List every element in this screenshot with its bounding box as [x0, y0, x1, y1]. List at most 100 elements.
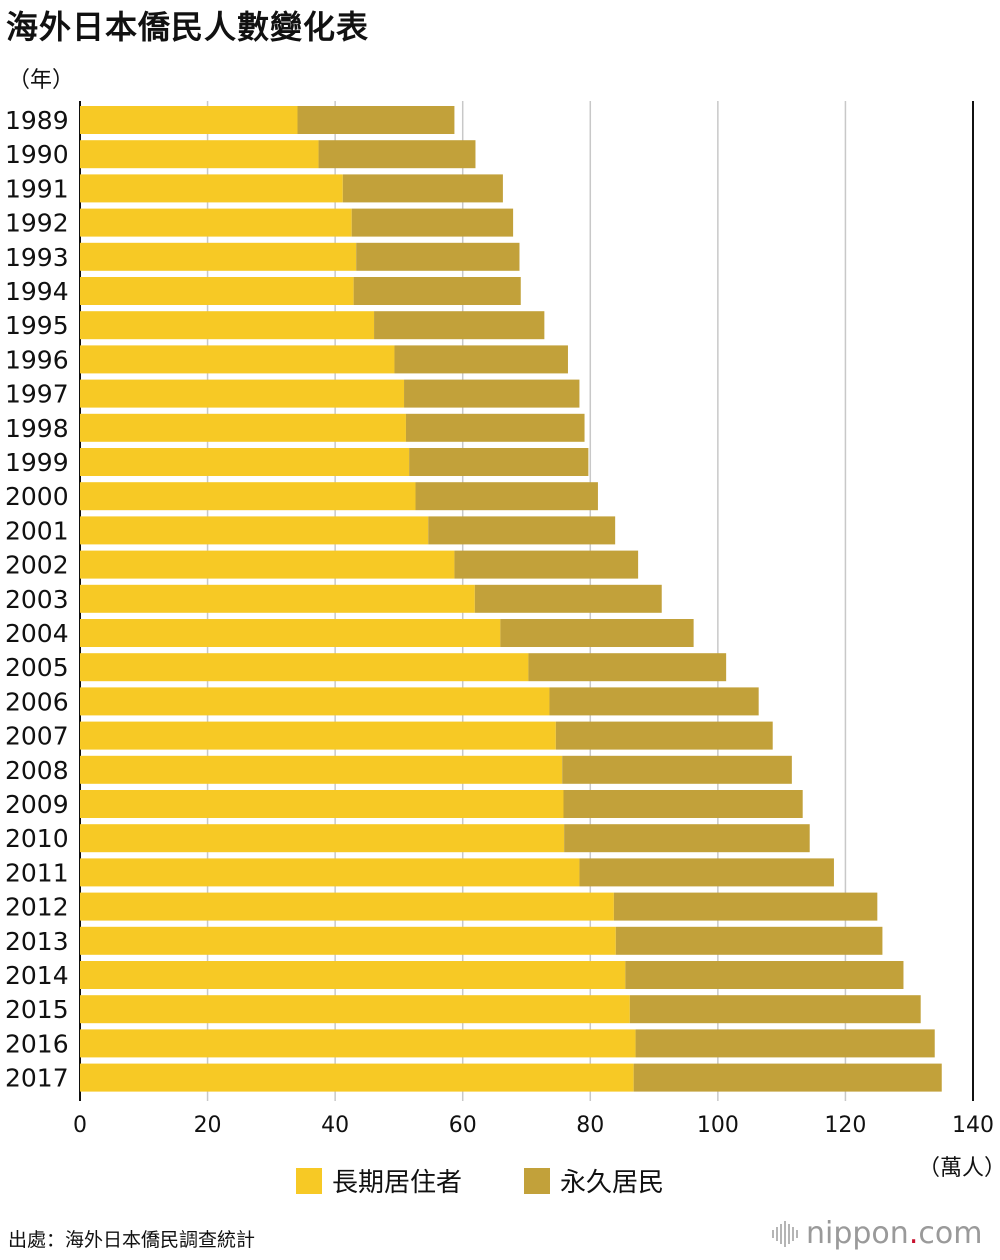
bar-long-term [80, 892, 614, 921]
year-label: 1992 [5, 209, 69, 238]
year-label: 2008 [5, 756, 69, 785]
x-tick-label: 40 [321, 1113, 349, 1138]
bar-long-term [80, 277, 354, 305]
year-label: 1990 [5, 140, 69, 169]
bar-long-term [80, 790, 564, 818]
bar-long-term [80, 687, 550, 716]
x-tick-labels: 0 20 40 60 80 100 120 140 [73, 1113, 994, 1138]
bar-permanent [528, 653, 727, 682]
year-label: 2002 [5, 551, 69, 580]
year-label: 2011 [5, 858, 69, 887]
year-label: 2010 [5, 824, 69, 853]
bar-permanent [415, 482, 598, 511]
year-label: 2017 [5, 1064, 69, 1093]
year-label: 1996 [5, 345, 69, 374]
year-label: 1993 [5, 243, 69, 272]
legend-item-long-term: 長期居住者 [296, 1162, 462, 1199]
bar-long-term [80, 550, 455, 579]
bar-permanent [318, 140, 476, 169]
bar-permanent [454, 550, 639, 579]
x-tick-label: 80 [576, 1113, 604, 1138]
legend-swatch-permanent [524, 1167, 550, 1194]
year-label: 2015 [5, 995, 69, 1024]
logo-text: nippon [806, 1216, 909, 1251]
bar-permanent [428, 516, 616, 545]
bar-permanent [405, 413, 585, 442]
bar-permanent [613, 892, 878, 921]
bar-permanent [404, 379, 580, 408]
chart-title: 海外日本僑民人數變化表 [6, 8, 370, 46]
x-tick-label: 140 [952, 1113, 994, 1138]
bar-long-term [80, 482, 416, 511]
bar-permanent [562, 755, 792, 784]
nippon-logo: nippon. com [772, 1216, 982, 1251]
bar-permanent [342, 174, 503, 203]
bar-long-term [80, 926, 616, 955]
year-label: 2005 [5, 653, 69, 682]
logo-tld: com [918, 1216, 983, 1251]
bar-long-term [80, 379, 405, 408]
year-label: 1999 [5, 448, 69, 477]
x-tick-label: 20 [194, 1113, 222, 1138]
legend-swatch-long-term [296, 1167, 322, 1194]
year-label: 1995 [5, 311, 69, 340]
x-tick-label: 0 [73, 1113, 87, 1138]
year-label: 2004 [5, 619, 69, 648]
bar-permanent [356, 242, 520, 271]
year-label: 2009 [5, 790, 69, 819]
bar-permanent [629, 995, 921, 1024]
year-label: 1994 [5, 277, 69, 306]
bar-permanent [615, 926, 883, 955]
bar-permanent [353, 277, 521, 305]
bar-long-term [80, 208, 352, 237]
bar-permanent [625, 961, 904, 989]
bar-permanent [555, 721, 773, 750]
bar-permanent [563, 790, 803, 818]
bar-long-term [80, 824, 565, 853]
bar-long-term [80, 858, 580, 887]
bar-long-term [80, 448, 410, 476]
bar-long-term [80, 413, 406, 442]
year-labels: 1989 1990 1991 1992 1993 1994 1995 1996 1997 1998… [5, 106, 69, 1093]
bar-permanent [500, 619, 694, 647]
bar-long-term [80, 755, 563, 784]
stacked-bar-chart: 1989 1990 1991 1992 1993 1994 1995 1996 1997 1998… [5, 101, 994, 1138]
year-label: 1991 [5, 174, 69, 203]
logo-dot: . [908, 1216, 919, 1251]
bars [80, 106, 942, 1092]
bar-permanent [394, 345, 568, 374]
bar-permanent [351, 208, 514, 237]
year-label: 1998 [5, 414, 69, 443]
logo-bars-icon [772, 1220, 798, 1247]
bar-permanent [635, 1029, 935, 1058]
source-note: 出處：海外日本僑民調查統計 [8, 1229, 256, 1251]
x-tick-label: 100 [697, 1113, 739, 1138]
year-label: 2000 [5, 482, 69, 511]
year-label: 2006 [5, 687, 69, 716]
bar-long-term [80, 961, 626, 989]
bar-long-term [80, 242, 357, 271]
bar-long-term [80, 995, 630, 1024]
bar-long-term [80, 1063, 634, 1092]
bar-permanent [297, 106, 455, 134]
bar-long-term [80, 584, 475, 613]
bar-permanent [374, 311, 545, 340]
x-axis-unit-label: （萬人） [918, 1156, 1000, 1181]
bar-long-term [80, 140, 319, 169]
bar-long-term [80, 1029, 636, 1058]
legend-label-long-term: 長期居住者 [332, 1168, 463, 1198]
year-label: 1989 [5, 106, 69, 135]
y-axis-unit-label: （年） [8, 68, 75, 93]
bar-permanent [549, 687, 759, 716]
legend-label-permanent: 永久居民 [560, 1168, 665, 1198]
bar-permanent [579, 858, 834, 887]
bar-permanent [564, 824, 810, 853]
bar-long-term [80, 619, 501, 647]
legend-item-permanent: 永久居民 [524, 1162, 664, 1199]
year-label: 2007 [5, 722, 69, 751]
bar-long-term [80, 311, 375, 340]
bar-permanent [474, 584, 662, 613]
bar-long-term [80, 653, 529, 682]
bar-long-term [80, 345, 395, 374]
year-label: 1997 [5, 380, 69, 409]
